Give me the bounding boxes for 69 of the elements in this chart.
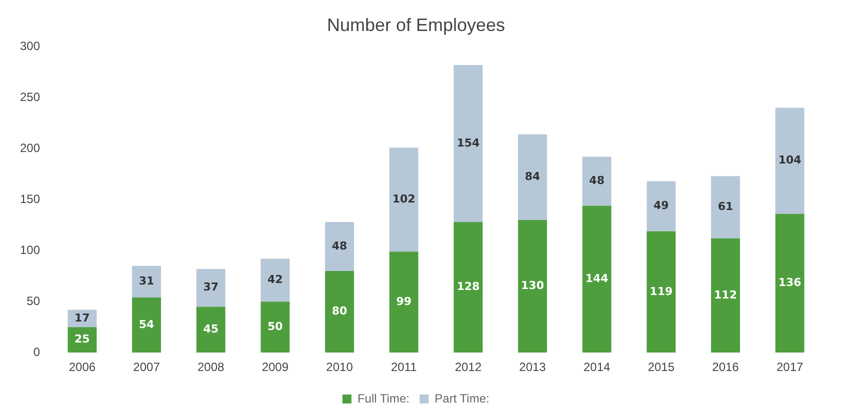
data-label: 136: [778, 276, 802, 290]
data-label: 99: [396, 294, 412, 308]
bar: [196, 268, 226, 307]
bar: [389, 148, 418, 252]
data-label: 37: [203, 280, 219, 294]
bar: [196, 306, 226, 353]
data-label: 80: [332, 304, 348, 318]
bar: [711, 238, 740, 353]
bar: [132, 266, 161, 298]
data-label: 48: [332, 239, 348, 252]
chart-title: Number of Employees: [326, 14, 506, 35]
bar: [518, 134, 547, 220]
data-label: 154: [456, 136, 480, 150]
bar: [775, 108, 804, 214]
bar: [132, 298, 161, 353]
data-label: 42: [268, 273, 283, 286]
data-label: 45: [203, 322, 219, 336]
data-label: 17: [74, 311, 90, 324]
bar: [646, 181, 676, 232]
bar: [775, 214, 804, 353]
bar: [582, 156, 612, 206]
bar: [454, 222, 483, 353]
x-tick-label: 2010: [326, 360, 354, 374]
bar: [260, 258, 290, 302]
bar: [68, 327, 97, 353]
x-tick-label: 2012: [454, 360, 482, 374]
y-tick-label: 200: [20, 140, 40, 155]
bar: [646, 231, 676, 353]
bar: [582, 206, 612, 353]
x-tick-label: 2016: [712, 360, 740, 374]
x-tick-label: 2014: [583, 360, 611, 374]
data-label: 49: [654, 199, 669, 212]
data-label: 25: [74, 332, 90, 346]
y-tick-label: 50: [26, 294, 40, 308]
data-label: 31: [138, 274, 154, 288]
y-tick-label: 300: [20, 38, 40, 53]
x-tick-label: 2015: [648, 360, 675, 374]
x-tick-label: 2013: [519, 360, 546, 374]
data-label: 50: [268, 320, 284, 333]
data-label: 61: [718, 200, 734, 214]
legend-label: Part Time:: [434, 391, 490, 406]
x-tick-label: 2017: [776, 360, 804, 374]
data-label: 144: [585, 272, 609, 286]
bar: [325, 271, 354, 353]
bar: [325, 222, 354, 271]
x-tick-label: 2007: [133, 360, 160, 374]
y-tick-label: 150: [20, 192, 40, 206]
data-label: 130: [521, 279, 544, 292]
x-tick-label: 2006: [68, 360, 96, 374]
bar: [260, 302, 290, 353]
bar: [454, 64, 483, 222]
data-label: 128: [456, 280, 480, 294]
x-tick-label: 2009: [262, 360, 289, 374]
data-label: 112: [714, 288, 737, 302]
data-label: 119: [650, 284, 673, 298]
data-label: 54: [138, 318, 155, 331]
x-tick-label: 2008: [198, 360, 225, 374]
bar: [389, 252, 418, 353]
data-label: 104: [778, 154, 802, 167]
data-label: 102: [392, 192, 416, 206]
bar: [711, 176, 740, 238]
y-tick-label: 0: [33, 344, 40, 359]
bar: [518, 220, 547, 353]
data-label: 48: [589, 174, 604, 188]
x-tick-label: 2011: [390, 360, 418, 374]
data-label: 84: [524, 170, 541, 184]
y-tick-label: 250: [20, 90, 40, 104]
legend-label: Full Time:: [357, 391, 410, 406]
y-tick-label: 100: [20, 242, 40, 257]
